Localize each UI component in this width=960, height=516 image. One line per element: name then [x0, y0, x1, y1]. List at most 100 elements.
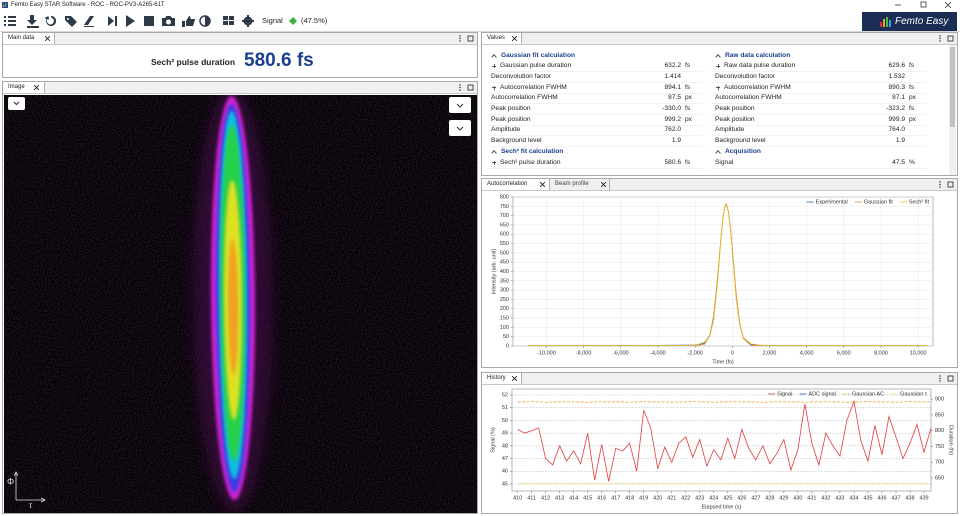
tab[interactable]: Main data [3, 33, 55, 44]
tab-strip: Values [482, 33, 957, 45]
axis-icon [13, 471, 46, 503]
tab-strip: Autocorrelation Beam profile [482, 179, 957, 191]
window-title: Femto Easy STAR Software - ROC - ROC-PV3… [11, 2, 165, 8]
tab-close[interactable] [45, 36, 50, 41]
y-tick-label: 50 [502, 418, 508, 424]
row-name: Peak position [491, 105, 531, 112]
row-unit: px [909, 94, 916, 102]
history-chart: 45 46 47 48 49 50 51 52 650 700 750 800 850 900 410 411… [490, 388, 954, 510]
tab-strip: Image [3, 82, 477, 94]
decor-path [27, 15, 39, 28]
beam-image: Φ τ [4, 95, 477, 513]
panel-buttons[interactable] [937, 35, 955, 42]
section-chevron [491, 53, 497, 60]
row-unit: fs [685, 62, 691, 70]
x-tick-label: 424 [709, 495, 718, 501]
decor-path [65, 16, 77, 27]
tab-close[interactable] [540, 182, 545, 187]
row-bg [487, 115, 702, 126]
scrollbar-thumb[interactable] [950, 47, 955, 127]
x-tick-label: -6,000 [613, 350, 629, 356]
signal-value: (47.5%) [301, 16, 328, 25]
window-controls[interactable] [885, 0, 960, 10]
tab-close[interactable] [34, 85, 39, 90]
dropdown-buttons[interactable] [8, 97, 471, 136]
x-tick-label: 2,000 [763, 350, 777, 356]
row-bg [487, 136, 702, 148]
y2-tick-label: 900 [935, 397, 944, 403]
tab[interactable]: Autocorrelation [482, 179, 550, 190]
x-tick-label: 412 [541, 495, 550, 501]
tab-close[interactable] [601, 182, 606, 187]
row-bg [711, 83, 926, 94]
y-axis-label: Signal (%) [490, 427, 496, 453]
y-tick-label: 650 [500, 222, 509, 228]
series-line [527, 202, 928, 347]
row-value: 629.6 [888, 62, 905, 70]
toolbar-icons[interactable] [0, 10, 260, 32]
decor-rect [229, 16, 234, 20]
section-title: Raw data calculation [725, 51, 791, 59]
legend: Signal ADC signal Gaussian AC Gaussian τ [768, 391, 928, 397]
row-bg [711, 125, 926, 137]
row-value: -330.0 [662, 105, 681, 112]
decor-circle [939, 183, 941, 186]
section-chevron [715, 149, 721, 156]
x-tick-label: 419 [639, 495, 648, 501]
y2-axis-label: Duration (fs) [948, 425, 954, 455]
decor-path [13, 471, 46, 503]
panel-buttons[interactable] [937, 375, 955, 382]
autocorrelation-chart: 0 50 100 150 200 250 300 350 400 450 500 550 600 650 7… [491, 194, 934, 365]
y-tick-label: 52 [502, 392, 508, 398]
y-tick-label: 700 [500, 213, 509, 219]
y-tick-label: 0 [506, 343, 509, 349]
decor-circle [459, 35, 461, 37]
decor-circle [459, 40, 461, 42]
decor-rect [947, 375, 954, 382]
x-tick-label: 8,000 [874, 350, 888, 356]
decor-path [512, 376, 517, 381]
panel-buttons[interactable] [457, 35, 475, 42]
tab-close[interactable] [512, 36, 517, 41]
row-bg [711, 115, 926, 126]
expand-icon [492, 85, 496, 90]
row-value: 632.2 [664, 62, 681, 70]
y2-tick-label: 800 [935, 428, 944, 434]
main-data-panel: Main data Sech² pulse duration 580.6 fs [2, 32, 478, 78]
tab[interactable]: Image [3, 82, 45, 93]
decor-rect [223, 21, 228, 25]
tab[interactable]: Values [482, 33, 522, 44]
decor-path [601, 182, 606, 187]
y-tick-label: 450 [500, 260, 509, 266]
scrollbar[interactable] [949, 45, 956, 175]
y-axis-label: Intensity (arb. unit) [491, 249, 497, 295]
legend-label: Experimental [816, 199, 848, 205]
row-bg [487, 158, 702, 169]
panel-buttons[interactable] [937, 181, 955, 188]
decor-rect [889, 20, 891, 27]
y-tick-label: 400 [500, 269, 509, 275]
tab-close[interactable] [512, 376, 517, 381]
legend-label: Sech² fit [909, 199, 930, 205]
section-title: Sech² fit calculation [501, 147, 564, 155]
tab[interactable]: History [482, 373, 522, 384]
row-unit: fs [909, 62, 915, 70]
tab[interactable]: Beam profile [550, 179, 610, 190]
row-bg [487, 83, 702, 94]
decor-circle [459, 84, 461, 86]
row-name: Peak position [715, 105, 755, 112]
panel-buttons[interactable] [457, 84, 475, 91]
decor-circle [939, 40, 941, 42]
decor-circle [939, 375, 941, 377]
decor-path [242, 15, 254, 27]
decor-path [45, 36, 50, 41]
decor-rect [8, 20, 16, 22]
decor-rect [449, 120, 471, 136]
row-value: 1.9 [671, 137, 681, 145]
toolbar: Signal (47.5%) Femto Easy [0, 10, 960, 32]
row-value: 764.0 [888, 126, 905, 134]
row-unit: fs [909, 83, 915, 91]
row-value: 1.9 [895, 137, 905, 145]
x-tick-label: 422 [681, 495, 690, 501]
x-tick-label: 435 [863, 495, 872, 501]
